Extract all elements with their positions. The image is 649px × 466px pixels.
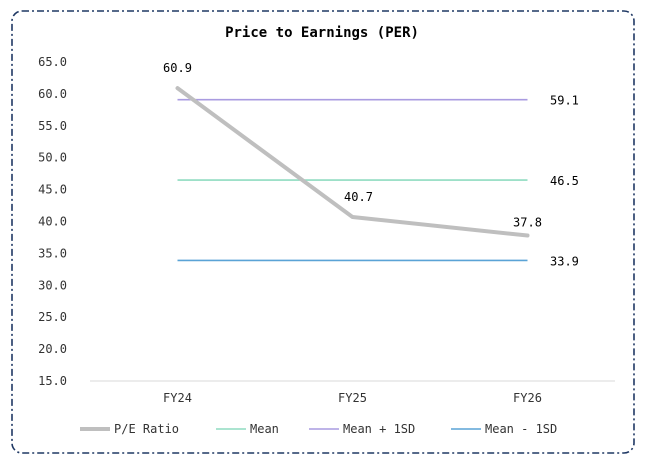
y-axis-tick-labels: 15.0 20.0 25.0 30.0 35.0 40.0 45.0 50.0 55.0 60.0… (38, 55, 67, 388)
x-axis-tick-labels: FY24 FY25 FY26 (163, 391, 542, 405)
data-label: 37.8 (513, 216, 542, 230)
x-tick-label: FY25 (338, 391, 367, 405)
y-tick-label: 25.0 (38, 310, 67, 324)
data-labels: 60.9 40.7 37.8 46.5 59.1 33.9 (163, 61, 579, 268)
y-tick-label: 20.0 (38, 342, 67, 356)
data-label: 33.9 (550, 254, 579, 268)
y-tick-label: 55.0 (38, 119, 67, 133)
y-tick-label: 15.0 (38, 374, 67, 388)
legend-label: Mean (250, 422, 279, 436)
y-tick-label: 65.0 (38, 55, 67, 69)
series-line-0 (175, 86, 530, 238)
data-label: 46.5 (550, 174, 579, 188)
data-label: 40.7 (344, 190, 373, 204)
legend-label: P/E Ratio (114, 422, 179, 436)
legend-label: Mean - 1SD (485, 422, 557, 436)
y-tick-label: 50.0 (38, 151, 67, 165)
legend: P/E Ratio Mean Mean + 1SD Mean - 1SD (80, 422, 557, 436)
x-tick-label: FY26 (513, 391, 542, 405)
data-label: 60.9 (163, 61, 192, 75)
series-lines (175, 86, 530, 262)
y-tick-label: 30.0 (38, 278, 67, 292)
y-tick-label: 40.0 (38, 215, 67, 229)
data-label: 59.1 (550, 94, 579, 108)
legend-label: Mean + 1SD (343, 422, 415, 436)
y-tick-label: 45.0 (38, 183, 67, 197)
y-tick-label: 60.0 (38, 87, 67, 101)
chart-border (11, 10, 635, 454)
x-tick-label: FY24 (163, 391, 192, 405)
y-tick-label: 35.0 (38, 246, 67, 260)
chart-title: Price to Earnings (PER) (225, 25, 419, 41)
